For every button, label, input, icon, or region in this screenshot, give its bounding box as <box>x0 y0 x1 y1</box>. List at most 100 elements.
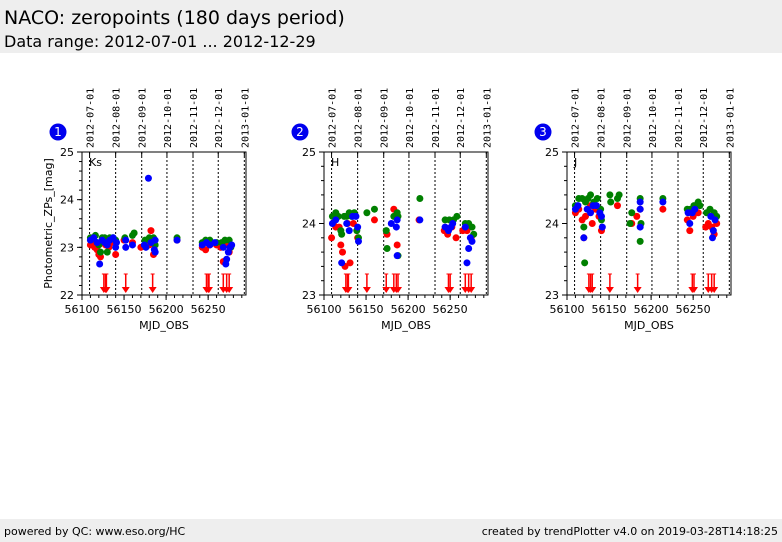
arrow-head <box>689 287 698 293</box>
y-tick-label: 23 <box>302 289 316 302</box>
data-point-green <box>97 248 105 256</box>
data-point-green <box>370 205 378 213</box>
filter-label: J <box>573 156 577 169</box>
date-tick-label: 2013-01-01 <box>725 88 736 148</box>
upper-limit-arrow <box>689 273 698 293</box>
data-point-blue <box>122 243 130 251</box>
data-point-blue <box>461 223 469 231</box>
data-point-blue <box>449 220 457 227</box>
y-tick-label: 22 <box>60 289 74 302</box>
data-point-red <box>582 212 590 220</box>
upper-limit-arrow <box>588 273 597 293</box>
data-point-green <box>468 223 476 231</box>
data-point-green <box>593 194 601 202</box>
data-point-green <box>383 245 391 253</box>
panel-number-label: 1 <box>54 125 62 139</box>
date-tick-label: 2012-12-01 <box>214 88 225 148</box>
data-point-blue <box>636 198 644 206</box>
y-tick-label: 24 <box>302 218 316 231</box>
data-point-blue <box>151 248 159 256</box>
panel-number-badge <box>49 123 67 141</box>
data-point-blue <box>96 260 104 268</box>
upper-limit-arrow <box>382 273 391 293</box>
y-tick-label: 24 <box>60 194 74 207</box>
data-point-blue <box>128 241 136 249</box>
arrow-head <box>148 287 157 293</box>
arrow-head <box>467 287 476 293</box>
x-tick-label: 56200 <box>634 303 669 316</box>
arrow-head <box>344 287 353 293</box>
data-point-blue <box>228 241 236 249</box>
data-point-blue <box>332 216 340 224</box>
y-axis-label: Photometric_ZPs_[mag] <box>42 158 55 289</box>
data-point-green <box>453 212 461 220</box>
date-tick-label: 2012-08-01 <box>597 88 608 148</box>
upper-limit-arrow <box>394 273 403 293</box>
data-point-red <box>613 202 621 210</box>
panel-3: 2012-07-01 2012-08-01 2012-09-01 2012-10-01… <box>534 88 736 332</box>
data-point-blue <box>392 223 400 231</box>
y-tick-label: 23 <box>60 241 74 254</box>
data-point-red <box>339 248 347 256</box>
date-tick-label: 2012-09-01 <box>380 88 391 148</box>
x-tick-label: 56150 <box>107 303 142 316</box>
arrow-head <box>121 287 130 293</box>
panel-1: 2012-07-01 2012-08-01 2012-09-01 2012-10-01… <box>42 88 251 332</box>
data-point-blue <box>151 236 159 244</box>
data-point-blue <box>691 205 699 213</box>
filter-label: H <box>331 156 339 169</box>
data-point-blue <box>711 216 719 224</box>
data-point-green <box>615 191 623 199</box>
data-point-red <box>633 212 641 220</box>
date-tick-label: 2012-07-01 <box>328 88 339 148</box>
y-tick-label: 25 <box>60 146 74 159</box>
filter-label: Ks <box>89 156 102 169</box>
panel-number-badge <box>291 123 309 141</box>
arrow-head <box>605 287 614 293</box>
date-tick-label: 2012-12-01 <box>699 88 710 148</box>
data-point-red <box>588 220 596 227</box>
data-point-green <box>607 198 615 206</box>
arrow-head <box>362 287 371 293</box>
date-tick-label: 2012-10-01 <box>648 88 659 148</box>
data-point-blue <box>112 239 120 247</box>
data-point-blue <box>597 212 605 220</box>
data-point-green <box>606 191 614 199</box>
data-point-green <box>580 223 588 231</box>
data-point-red <box>337 241 345 249</box>
data-point-green <box>130 229 138 237</box>
date-tick-label: 2013-01-01 <box>482 88 493 148</box>
upper-limit-arrow <box>344 273 353 293</box>
x-tick-label: 56250 <box>676 303 711 316</box>
data-point-blue <box>352 212 360 220</box>
arrow-head <box>588 287 597 293</box>
date-tick-label: 2012-11-01 <box>431 88 442 148</box>
date-tick-label: 2012-10-01 <box>163 88 174 148</box>
data-point-red <box>112 250 120 258</box>
date-tick-label: 2012-07-01 <box>571 88 582 148</box>
date-tick-label: 2012-10-01 <box>405 88 416 148</box>
header: NACO: zeropoints (180 days period) Data … <box>0 0 782 53</box>
axes-frame <box>81 151 247 296</box>
data-point-blue <box>345 227 353 235</box>
x-tick-label: 56100 <box>550 303 585 316</box>
data-point-blue <box>211 239 219 247</box>
upper-limit-arrow <box>204 273 213 293</box>
upper-limit-arrow <box>148 273 157 293</box>
x-tick-label: 56150 <box>592 303 627 316</box>
arrow-head <box>382 287 391 293</box>
arrow-head <box>633 287 642 293</box>
panel-2: 2012-07-01 2012-08-01 2012-09-01 2012-10-01… <box>291 88 493 332</box>
x-axis-label: MJD_OBS <box>381 319 431 332</box>
data-point-blue <box>580 234 588 242</box>
data-point-blue <box>465 245 473 253</box>
data-point-green <box>587 191 595 199</box>
data-point-blue <box>574 202 582 210</box>
data-point-green <box>416 194 424 202</box>
date-tick-label: 2013-01-01 <box>240 88 251 148</box>
data-point-green <box>626 220 634 227</box>
upper-limit-arrow <box>633 273 642 293</box>
data-point-blue <box>709 227 717 235</box>
powered-by-text: powered by QC: www.eso.org/HC <box>4 525 186 538</box>
date-tick-label: 2012-11-01 <box>674 88 685 148</box>
